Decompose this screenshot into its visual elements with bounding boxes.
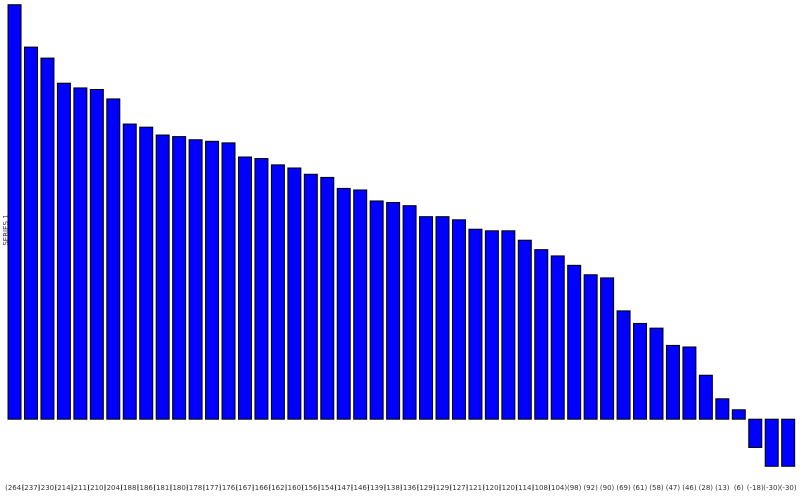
- bar: [369, 200, 384, 420]
- value-label: (114): [515, 484, 534, 492]
- bar: [682, 346, 697, 420]
- value-label: (129): [417, 484, 436, 492]
- bar: [419, 216, 434, 420]
- bar: [287, 167, 302, 420]
- bar: [402, 205, 417, 420]
- value-label: (214): [54, 484, 73, 492]
- bar: [188, 139, 203, 420]
- bar: [89, 88, 104, 420]
- value-label: (47): [666, 484, 681, 492]
- value-label: (237): [22, 484, 41, 492]
- value-label: (6): [734, 484, 744, 492]
- value-label: (146): [351, 484, 370, 492]
- value-label: (-18): [747, 484, 764, 492]
- bar: [435, 216, 450, 420]
- value-label: (138): [384, 484, 403, 492]
- bar: [270, 164, 285, 420]
- bar: [517, 239, 532, 420]
- bar: [698, 374, 713, 420]
- bar: [237, 156, 252, 420]
- bar: [731, 409, 746, 420]
- value-label: (147): [334, 484, 353, 492]
- value-label: (104): [548, 484, 567, 492]
- value-label: (166): [252, 484, 271, 492]
- value-label: (178): [186, 484, 205, 492]
- bar: [7, 4, 22, 420]
- value-label: (121): [466, 484, 485, 492]
- value-label: (162): [268, 484, 287, 492]
- bar: [353, 189, 368, 420]
- bar: [567, 264, 582, 420]
- value-label: (-30): [780, 484, 797, 492]
- bar: [221, 142, 236, 420]
- value-label: (176): [219, 484, 238, 492]
- bar: [336, 187, 351, 420]
- bar: [386, 202, 401, 420]
- value-label: (28): [699, 484, 714, 492]
- bar: [484, 230, 499, 420]
- value-label: (-30): [763, 484, 780, 492]
- value-label: (264): [5, 484, 24, 492]
- bar: [106, 98, 121, 420]
- bar: [172, 136, 187, 420]
- value-label: (210): [87, 484, 106, 492]
- value-label: (156): [301, 484, 320, 492]
- bar: [534, 249, 549, 420]
- bar: [715, 398, 730, 420]
- y-axis-label: SERIES 1: [2, 214, 10, 245]
- value-label: (120): [482, 484, 501, 492]
- value-label: (180): [170, 484, 189, 492]
- value-label: (129): [433, 484, 452, 492]
- bar: [205, 140, 220, 420]
- value-label: (211): [71, 484, 90, 492]
- value-label: (139): [367, 484, 386, 492]
- value-label: (120): [499, 484, 518, 492]
- value-label: (90): [600, 484, 615, 492]
- value-label: (108): [532, 484, 551, 492]
- value-label: (46): [682, 484, 697, 492]
- bar: [748, 418, 763, 448]
- value-label: (92): [583, 484, 598, 492]
- bar: [122, 123, 137, 420]
- bar: [303, 173, 318, 420]
- value-label: (127): [450, 484, 469, 492]
- value-label: (181): [153, 484, 172, 492]
- bar: [616, 310, 631, 420]
- bar: [254, 158, 269, 420]
- bar: [23, 46, 38, 420]
- bar: [633, 322, 648, 420]
- value-label: (177): [203, 484, 222, 492]
- value-label: (58): [649, 484, 664, 492]
- bar: [550, 255, 565, 420]
- value-label: (160): [285, 484, 304, 492]
- bar: [139, 126, 154, 420]
- value-label: (188): [120, 484, 139, 492]
- bar: [40, 57, 55, 420]
- bar: [468, 228, 483, 420]
- value-label: (204): [104, 484, 123, 492]
- value-label: (154): [318, 484, 337, 492]
- bar: [649, 327, 664, 420]
- bar: [501, 230, 516, 420]
- value-label: (136): [400, 484, 419, 492]
- bar: [781, 418, 796, 467]
- value-label: (186): [137, 484, 156, 492]
- value-label: (230): [38, 484, 57, 492]
- value-label: (167): [236, 484, 255, 492]
- bar: [600, 277, 615, 420]
- value-label: (61): [633, 484, 648, 492]
- bar: [583, 274, 598, 420]
- bar: [665, 344, 680, 420]
- value-label: (98): [567, 484, 582, 492]
- bar: [155, 134, 170, 420]
- value-label: (69): [616, 484, 631, 492]
- value-label: (13): [715, 484, 730, 492]
- bar: [451, 219, 466, 420]
- bar: [56, 82, 71, 420]
- bar: [73, 87, 88, 420]
- bar: [764, 418, 779, 467]
- bar: [320, 176, 335, 420]
